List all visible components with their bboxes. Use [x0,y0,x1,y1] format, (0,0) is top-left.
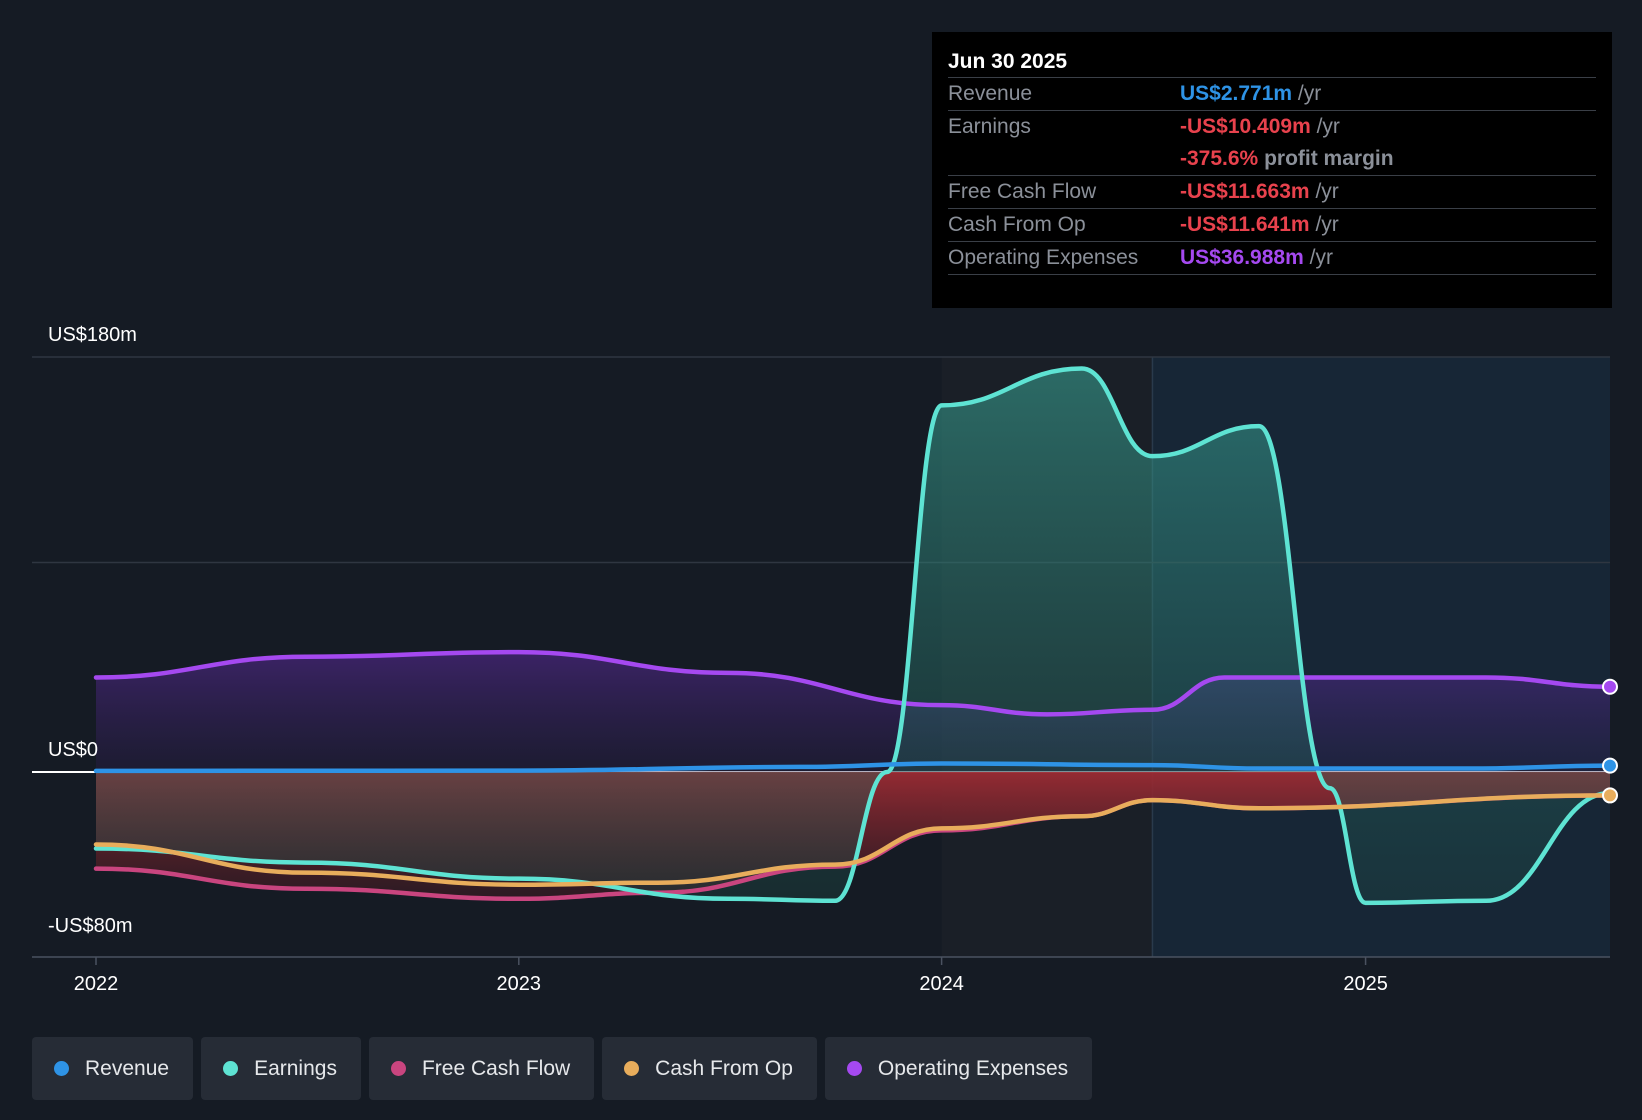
tooltip-unit: /yr [1309,246,1333,269]
endpoint-cash-from-op [1602,787,1618,804]
tooltip-value: US$2.771m [1180,82,1293,105]
tooltip-row-earnings: Earnings -US$10.409m /yr -375.6% profit … [948,111,1596,176]
y-axis-labels: US$180m US$0 -US$80m [48,324,137,937]
x-tick-label: 2025 [1343,973,1388,995]
legend-dot-icon [846,1061,862,1076]
x-axis-ticks: 2022 2023 2024 2025 [74,957,1388,995]
tooltip-profit-margin-value: -375.6% [1180,147,1259,170]
legend-dot-icon [390,1061,406,1076]
line-earnings [93,366,1613,906]
x-tick-label: 2024 [919,973,964,995]
legend-item-free-cash-flow[interactable]: Free Cash Flow [368,1037,595,1100]
endpoint-operating-expenses [1602,678,1618,695]
legend-item-cash-from-op[interactable]: Cash From Op [602,1037,817,1100]
tooltip-row-operating-expenses: Operating Expenses US$36.988m /yr [948,242,1596,275]
legend-label: Operating Expenses [877,1056,1069,1080]
x-tick-label: 2022 [74,973,119,995]
legend: Revenue Earnings Free Cash Flow Cash Fro… [32,1037,1093,1100]
tooltip-row-cash-from-op: Cash From Op -US$11.641m /yr [948,209,1596,242]
legend-label: Earnings [254,1056,337,1080]
tooltip-date: Jun 30 2025 [948,46,1596,78]
tooltip-row-revenue: Revenue US$2.771m /yr [948,78,1596,111]
tooltip-label: Operating Expenses [948,246,1139,269]
x-tick-label: 2023 [497,973,542,995]
line-revenue [93,761,1613,774]
legend-item-operating-expenses[interactable]: Operating Expenses [824,1037,1093,1100]
tooltip: Jun 30 2025 Revenue US$2.771m /yr Earnin… [932,32,1612,308]
legend-label: Cash From Op [655,1056,793,1080]
tooltip-value: -US$11.663m [1180,180,1310,203]
legend-item-earnings[interactable]: Earnings [201,1037,361,1100]
y-axis-label: -US$80m [48,915,132,937]
tooltip-unit: /yr [1315,213,1339,236]
chart: US$180m US$0 -US$80m 2022 2023 2024 2025 [32,324,1618,995]
legend-dot-icon [54,1061,69,1076]
tooltip-label: Earnings [948,115,1031,138]
tooltip-label: Cash From Op [948,213,1086,236]
line-cash-from-op [93,793,1613,887]
y-axis-label: US$0 [48,739,98,761]
y-axis-label: US$180m [48,324,137,346]
series-lines [93,366,1613,906]
tooltip-unit: /yr [1316,115,1340,138]
tooltip-value: -US$10.409m [1180,115,1311,138]
series-endpoints [1602,678,1618,804]
tooltip-label: Free Cash Flow [948,180,1097,203]
tooltip-label: Revenue [948,82,1033,105]
line-operating-expenses [93,649,1613,717]
endpoint-revenue [1602,757,1618,774]
tooltip-unit: /yr [1315,180,1339,203]
legend-label: Revenue [85,1056,170,1080]
tooltip-value: -US$11.641m [1180,213,1310,236]
tooltip-unit: /yr [1297,82,1322,105]
legend-item-revenue[interactable]: Revenue [32,1037,194,1100]
tooltip-row-free-cash-flow: Free Cash Flow -US$11.663m /yr [948,176,1596,209]
legend-dot-icon [223,1061,239,1076]
legend-dot-icon [624,1061,640,1076]
tooltip-value: US$36.988m [1180,246,1304,269]
tooltip-profit-margin-label: profit margin [1264,147,1394,170]
legend-label: Free Cash Flow [421,1056,571,1080]
